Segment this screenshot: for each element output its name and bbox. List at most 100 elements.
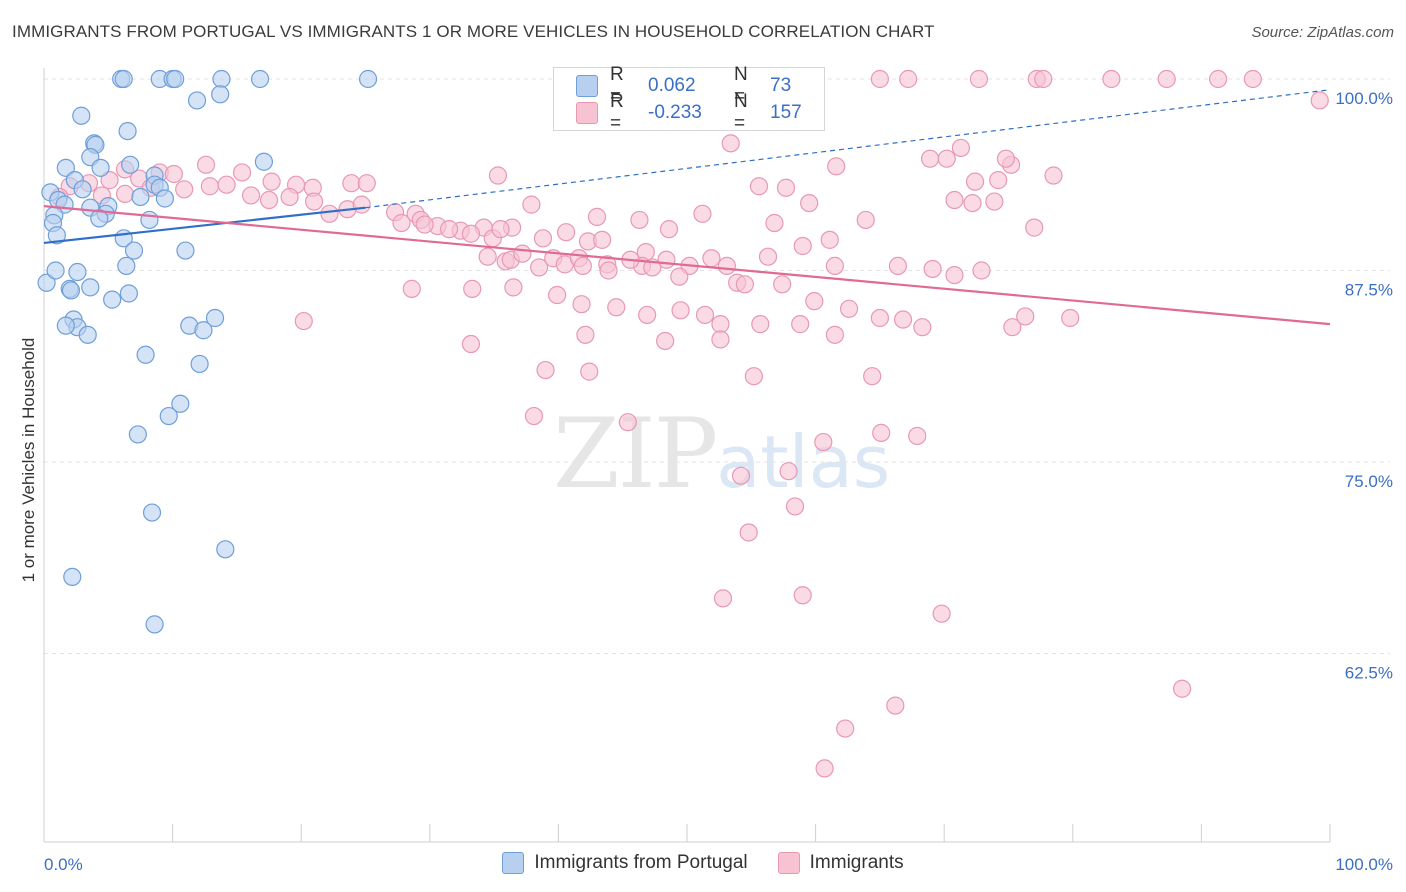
point-portugal <box>187 91 207 110</box>
point-immigrants <box>888 256 908 276</box>
point-portugal <box>171 394 190 413</box>
legend-r-value: 0.062 <box>648 75 696 96</box>
point-portugal <box>68 262 87 282</box>
point-portugal <box>358 69 378 89</box>
point-portugal <box>145 615 164 634</box>
legend-row-portugal: R = 0.062 N = 73 <box>576 64 791 107</box>
point-immigrants <box>713 589 733 608</box>
legend-label-immigrants: Immigrants <box>809 852 904 873</box>
point-immigrants <box>1102 69 1121 89</box>
legend-item-immigrants[interactable]: Immigrants <box>777 852 904 874</box>
point-portugal <box>166 69 185 89</box>
point-immigrants <box>800 193 819 213</box>
point-portugal <box>128 425 147 444</box>
point-portugal <box>211 85 230 104</box>
point-portugal <box>118 121 137 141</box>
point-immigrants <box>825 256 844 276</box>
point-immigrants <box>1016 307 1035 326</box>
point-immigrants <box>402 279 421 298</box>
point-immigrants <box>793 236 812 256</box>
point-immigrants <box>711 330 730 349</box>
point-portugal <box>117 256 136 276</box>
point-portugal <box>90 209 109 228</box>
point-immigrants <box>731 466 751 485</box>
point-portugal <box>176 241 195 260</box>
point-immigrants <box>461 224 481 243</box>
point-immigrants <box>618 413 637 432</box>
point-immigrants <box>945 265 964 285</box>
point-immigrants <box>656 331 675 351</box>
point-immigrants <box>913 318 932 337</box>
point-portugal <box>140 210 159 230</box>
point-portugal <box>194 321 213 340</box>
point-immigrants <box>791 315 810 334</box>
point-immigrants <box>671 301 690 320</box>
point-portugal <box>46 261 65 280</box>
y-tick-label: 87.5% <box>1345 281 1393 300</box>
point-immigrants <box>989 171 1008 190</box>
trendline-portugal <box>43 206 366 245</box>
point-immigrants <box>342 174 361 193</box>
legend-swatch-blue <box>502 852 525 874</box>
point-immigrants <box>175 180 194 199</box>
point-portugal <box>254 152 274 171</box>
point-immigrants <box>765 213 784 233</box>
point-immigrants <box>461 334 481 354</box>
point-immigrants <box>530 258 549 277</box>
point-immigrants <box>721 134 740 153</box>
point-immigrants <box>415 215 434 234</box>
point-immigrants <box>739 523 758 542</box>
point-immigrants <box>695 305 715 325</box>
point-immigrants <box>513 244 532 263</box>
chart-title: IMMIGRANTS FROM PORTUGAL VS IMMIGRANTS 1… <box>12 22 935 41</box>
point-immigrants <box>872 423 891 442</box>
point-immigrants <box>693 204 712 223</box>
point-portugal <box>78 325 97 344</box>
point-immigrants <box>241 186 261 205</box>
point-portugal <box>61 281 81 300</box>
x-tick-label: 100.0% <box>1335 855 1393 874</box>
point-immigrants <box>963 193 982 213</box>
point-portugal <box>73 180 92 199</box>
point-immigrants <box>670 267 689 286</box>
point-immigrants <box>557 223 576 242</box>
point-immigrants <box>573 256 592 276</box>
point-portugal <box>119 284 138 303</box>
point-immigrants <box>751 315 770 334</box>
point-portugal <box>205 308 225 328</box>
point-immigrants <box>965 172 985 191</box>
point-immigrants <box>972 261 991 280</box>
point-immigrants <box>779 462 798 481</box>
point-portugal <box>47 226 66 245</box>
point-portugal <box>81 278 100 297</box>
y-tick-label: 75.0% <box>1345 472 1393 491</box>
legend-r-value: -0.233 <box>648 102 702 123</box>
point-immigrants <box>200 177 219 196</box>
point-immigrants <box>702 249 721 268</box>
series-legend: Immigrants from Portugal Immigrants <box>0 852 1406 874</box>
point-immigrants <box>491 220 510 239</box>
point-immigrants <box>164 164 183 184</box>
point-immigrants <box>717 256 736 276</box>
legend-label-portugal: Immigrants from Portugal <box>534 852 748 873</box>
watermark-zip: ZIP <box>553 398 718 510</box>
point-immigrants <box>711 315 730 334</box>
point-immigrants <box>825 325 844 344</box>
point-immigrants <box>587 207 607 226</box>
point-immigrants <box>478 247 497 266</box>
point-immigrants <box>1034 69 1053 89</box>
point-immigrants <box>593 230 612 249</box>
point-immigrants <box>945 190 964 210</box>
point-portugal <box>131 187 150 207</box>
point-immigrants <box>659 220 679 239</box>
point-immigrants <box>893 310 913 329</box>
legend-item-portugal[interactable]: Immigrants from Portugal <box>502 852 748 874</box>
point-immigrants <box>259 190 279 210</box>
point-immigrants <box>899 69 918 89</box>
point-immigrants <box>580 362 599 381</box>
point-immigrants <box>217 175 236 194</box>
point-immigrants <box>839 299 859 318</box>
point-immigrants <box>599 261 618 280</box>
point-immigrants <box>294 311 313 331</box>
